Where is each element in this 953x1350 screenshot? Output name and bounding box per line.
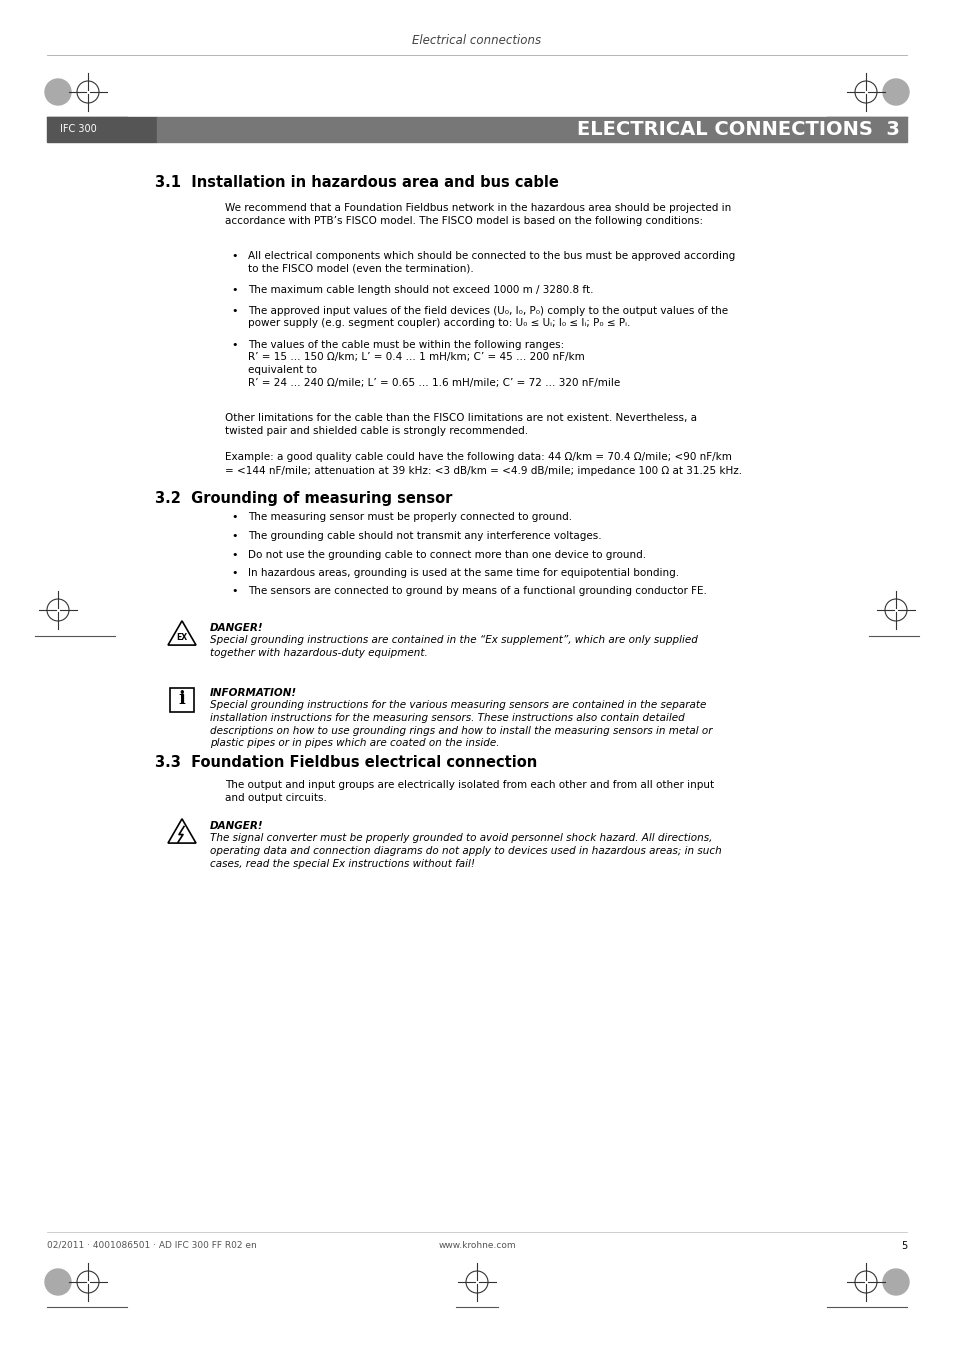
Text: www.krohne.com: www.krohne.com — [437, 1241, 516, 1250]
Text: 3.2  Grounding of measuring sensor: 3.2 Grounding of measuring sensor — [154, 490, 452, 505]
Text: •: • — [232, 549, 238, 559]
Text: Other limitations for the cable than the FISCO limitations are not existent. Nev: Other limitations for the cable than the… — [225, 413, 697, 436]
Text: 5: 5 — [900, 1241, 906, 1251]
Text: Example: a good quality cable could have the following data: 44 Ω/km = 70.4 Ω/mi: Example: a good quality cable could have… — [225, 452, 741, 475]
Text: 3.3  Foundation Fieldbus electrical connection: 3.3 Foundation Fieldbus electrical conne… — [154, 755, 537, 770]
Text: •: • — [232, 285, 238, 296]
Text: We recommend that a Foundation Fieldbus network in the hazardous area should be : We recommend that a Foundation Fieldbus … — [225, 202, 731, 227]
Text: The output and input groups are electrically isolated from each other and from a: The output and input groups are electric… — [225, 780, 714, 803]
Circle shape — [882, 80, 908, 105]
Text: The grounding cable should not transmit any interference voltages.: The grounding cable should not transmit … — [248, 531, 601, 541]
Circle shape — [45, 1269, 71, 1295]
Text: •: • — [232, 339, 238, 350]
Text: Do not use the grounding cable to connect more than one device to ground.: Do not use the grounding cable to connec… — [248, 549, 645, 559]
Text: INFORMATION!: INFORMATION! — [210, 688, 296, 698]
Text: In hazardous areas, grounding is used at the same time for equipotential bonding: In hazardous areas, grounding is used at… — [248, 568, 679, 578]
Text: The maximum cable length should not exceed 1000 m / 3280.8 ft.: The maximum cable length should not exce… — [248, 285, 593, 296]
Text: 3.1  Installation in hazardous area and bus cable: 3.1 Installation in hazardous area and b… — [154, 176, 558, 190]
Text: The signal converter must be properly grounded to avoid personnel shock hazard. : The signal converter must be properly gr… — [210, 833, 721, 868]
Text: ELECTRICAL CONNECTIONS  3: ELECTRICAL CONNECTIONS 3 — [577, 120, 899, 139]
Text: DANGER!: DANGER! — [210, 821, 263, 832]
Text: Electrical connections: Electrical connections — [412, 34, 541, 46]
Text: EX: EX — [176, 633, 188, 641]
Text: •: • — [232, 586, 238, 597]
Text: 02/2011 · 4001086501 · AD IFC 300 FF R02 en: 02/2011 · 4001086501 · AD IFC 300 FF R02… — [47, 1241, 256, 1250]
Text: The approved input values of the field devices (U₀, I₀, P₀) comply to the output: The approved input values of the field d… — [248, 305, 727, 328]
Bar — [157, 117, 906, 142]
Text: Special grounding instructions are contained in the “Ex supplement”, which are o: Special grounding instructions are conta… — [210, 634, 698, 657]
Text: Special grounding instructions for the various measuring sensors are contained i: Special grounding instructions for the v… — [210, 701, 712, 748]
Polygon shape — [168, 819, 195, 844]
Text: •: • — [232, 513, 238, 522]
Text: The values of the cable must be within the following ranges:
R’ = 15 … 150 Ω/km;: The values of the cable must be within t… — [248, 339, 619, 387]
Text: i: i — [178, 690, 185, 707]
Polygon shape — [168, 621, 195, 645]
Bar — [170, 688, 193, 711]
Text: The measuring sensor must be properly connected to ground.: The measuring sensor must be properly co… — [248, 513, 572, 522]
Text: All electrical components which should be connected to the bus must be approved : All electrical components which should b… — [248, 251, 735, 274]
Text: •: • — [232, 568, 238, 578]
Text: The sensors are connected to ground by means of a functional grounding conductor: The sensors are connected to ground by m… — [248, 586, 706, 597]
Text: •: • — [232, 305, 238, 316]
Text: •: • — [232, 531, 238, 541]
Circle shape — [45, 80, 71, 105]
Text: IFC 300: IFC 300 — [60, 124, 96, 135]
Circle shape — [882, 1269, 908, 1295]
Text: •: • — [232, 251, 238, 261]
Text: DANGER!: DANGER! — [210, 622, 263, 633]
Bar — [47, 117, 157, 142]
